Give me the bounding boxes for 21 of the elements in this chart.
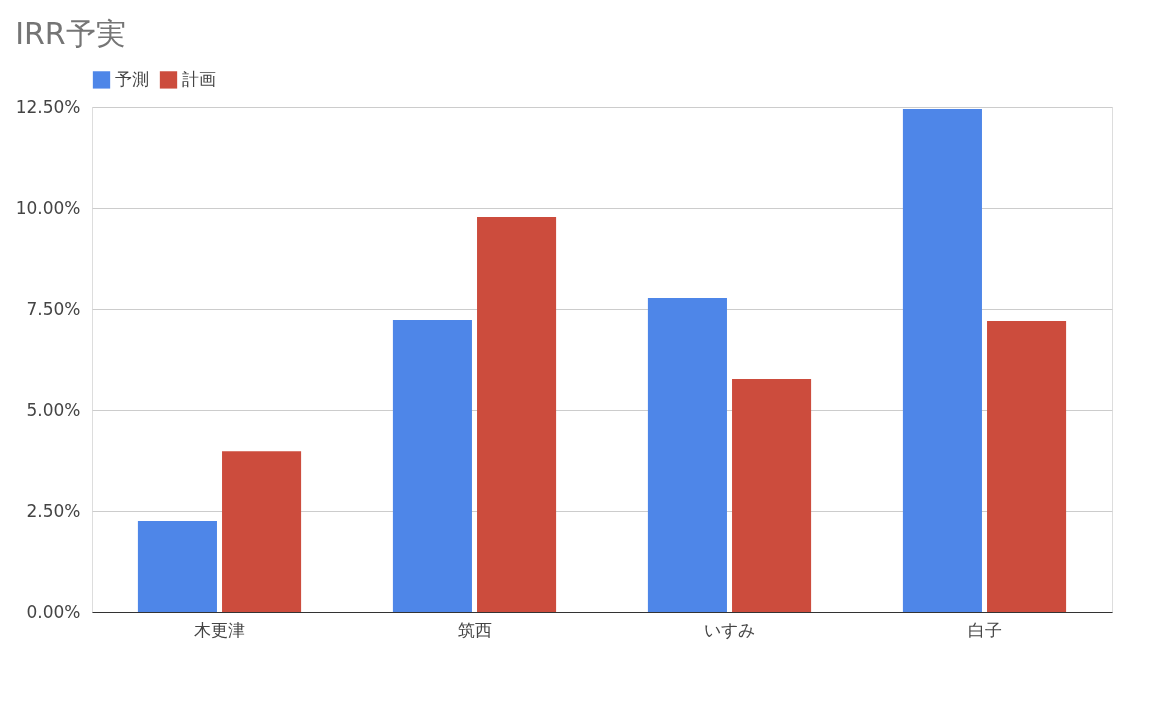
bar xyxy=(902,109,982,612)
bar xyxy=(647,298,727,612)
legend-label: 予測 xyxy=(115,68,149,89)
y-tick-label: 0.00% xyxy=(26,601,81,622)
y-tick-label: 5.00% xyxy=(26,399,81,420)
bar xyxy=(732,378,812,612)
y-tick-label: 12.50% xyxy=(15,96,81,117)
legend-label: 計画 xyxy=(182,68,216,89)
x-tick-label: 木更津 xyxy=(194,619,245,640)
bar xyxy=(222,451,302,612)
bar xyxy=(987,321,1067,612)
bar xyxy=(137,521,217,612)
x-tick-label: いすみ xyxy=(704,619,755,640)
y-tick-label: 10.00% xyxy=(15,197,81,218)
y-tick-label: 2.50% xyxy=(26,500,81,521)
bar xyxy=(392,319,472,612)
x-tick-label: 筑西 xyxy=(457,619,492,640)
bar xyxy=(477,216,557,612)
y-tick-label: 7.50% xyxy=(26,298,81,319)
chart-title: IRR予実 xyxy=(15,16,126,51)
x-tick-label: 白子 xyxy=(967,619,1002,640)
